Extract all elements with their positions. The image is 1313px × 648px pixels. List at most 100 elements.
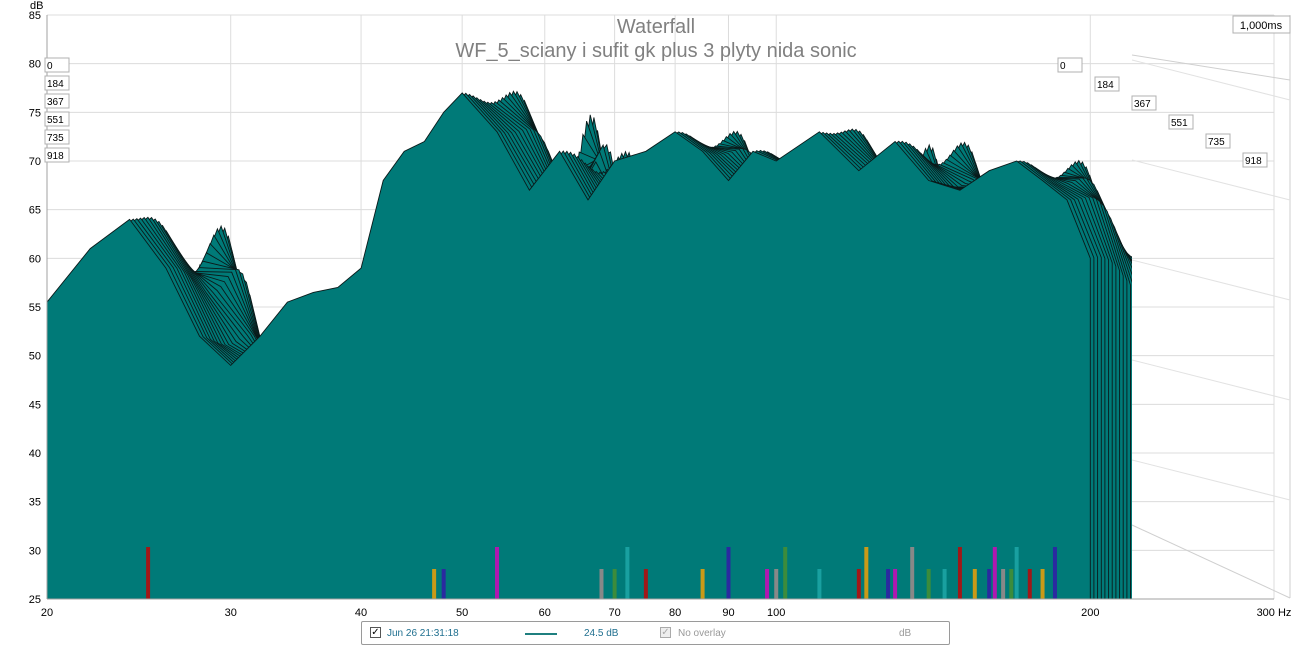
overlay-unit: dB bbox=[899, 628, 912, 639]
resonance-markers bbox=[146, 547, 1057, 599]
x-tick-label: 30 bbox=[225, 607, 237, 619]
x-tick-label: 60 bbox=[539, 607, 551, 619]
overlay-checkbox[interactable]: ✓ bbox=[660, 627, 671, 638]
time-slice-text: 918 bbox=[1245, 156, 1262, 167]
resonance-marker bbox=[1040, 569, 1045, 599]
resonance-marker bbox=[1052, 547, 1057, 599]
x-tick-label: 80 bbox=[669, 607, 681, 619]
time-slice-label-right: 918 bbox=[1242, 152, 1268, 168]
y-tick-label: 70 bbox=[29, 156, 41, 168]
resonance-marker bbox=[972, 569, 977, 599]
y-tick-label: 35 bbox=[29, 497, 41, 509]
chart-title: Waterfall bbox=[617, 16, 695, 38]
time-slice-text: 184 bbox=[1097, 80, 1114, 91]
measurement-swatch bbox=[525, 633, 557, 635]
resonance-marker bbox=[957, 547, 962, 599]
time-slice-label-right: 0 bbox=[1057, 57, 1083, 73]
resonance-marker bbox=[774, 569, 779, 599]
time-slice-label-right: 551 bbox=[1168, 114, 1194, 130]
level-value: 24.5 dB bbox=[584, 628, 619, 639]
time-window-box: 1,000ms bbox=[1232, 15, 1291, 34]
resonance-marker bbox=[886, 569, 891, 599]
time-slice-text: 367 bbox=[47, 97, 64, 108]
resonance-marker bbox=[441, 569, 446, 599]
x-tick-label: 200 bbox=[1081, 607, 1099, 619]
resonance-marker bbox=[1014, 547, 1019, 599]
resonance-marker bbox=[926, 569, 931, 599]
measurement-checkbox[interactable]: ✓ bbox=[370, 627, 381, 638]
resonance-marker bbox=[765, 569, 770, 599]
y-tick-label: 85 bbox=[29, 10, 41, 22]
time-slice-text: 735 bbox=[1208, 137, 1225, 148]
legend-bar: ✓ Jun 26 21:31:18 24.5 dB ✓ No overlay d… bbox=[361, 621, 950, 645]
y-tick-label: 25 bbox=[29, 594, 41, 606]
time-slice-label-left: 551 bbox=[44, 111, 70, 127]
resonance-marker bbox=[643, 569, 648, 599]
perspective-line bbox=[1131, 259, 1291, 301]
resonance-marker bbox=[856, 569, 861, 599]
y-tick-label: 80 bbox=[29, 59, 41, 71]
resonance-marker bbox=[1009, 569, 1014, 599]
time-slice-label-right: 735 bbox=[1205, 133, 1231, 149]
perspective-line bbox=[1131, 159, 1291, 201]
resonance-marker bbox=[1027, 569, 1032, 599]
resonance-marker bbox=[910, 547, 915, 599]
y-tick-label: 65 bbox=[29, 205, 41, 217]
time-slice-text: 184 bbox=[47, 79, 64, 90]
resonance-marker bbox=[817, 569, 822, 599]
y-tick-label: 75 bbox=[29, 107, 41, 119]
axes: 25 30 35 40 45 50 55 60 65 70 75 80 85 20 30 40 50 60 70 80… bbox=[29, 10, 1292, 619]
y-axis-label: dB bbox=[30, 0, 43, 12]
time-slice-text: 0 bbox=[1060, 61, 1066, 72]
time-slice-text: 551 bbox=[1171, 118, 1188, 129]
y-tick-label: 45 bbox=[29, 399, 41, 411]
waterfall-slice bbox=[47, 92, 1091, 599]
resonance-marker bbox=[495, 547, 500, 599]
time-slice-label-left: 735 bbox=[44, 129, 70, 145]
time-window-label: 1,000ms bbox=[1240, 20, 1283, 32]
resonance-marker bbox=[625, 547, 630, 599]
resonance-marker bbox=[599, 569, 604, 599]
resonance-marker bbox=[783, 547, 788, 599]
time-slice-text: 0 bbox=[47, 61, 53, 72]
resonance-marker bbox=[864, 547, 869, 599]
time-slice-label-left: 0 bbox=[44, 57, 70, 73]
resonance-marker bbox=[987, 569, 992, 599]
waterfall-surface bbox=[47, 90, 1132, 599]
time-slice-text: 551 bbox=[47, 115, 64, 126]
time-slice-label-left: 918 bbox=[44, 147, 70, 163]
y-tick-label: 55 bbox=[29, 302, 41, 314]
resonance-marker bbox=[700, 569, 705, 599]
y-tick-label: 40 bbox=[29, 448, 41, 460]
resonance-marker bbox=[992, 547, 997, 599]
x-tick-label: 40 bbox=[355, 607, 367, 619]
y-tick-label: 60 bbox=[29, 253, 41, 265]
time-slice-label-right: 184 bbox=[1094, 76, 1120, 92]
perspective-line bbox=[1131, 359, 1291, 401]
resonance-marker bbox=[612, 569, 617, 599]
x-tick-label: 300 Hz bbox=[1257, 607, 1292, 619]
time-slice-label-left: 367 bbox=[44, 93, 70, 109]
y-tick-label: 30 bbox=[29, 545, 41, 557]
x-tick-label: 100 bbox=[767, 607, 785, 619]
perspective-line bbox=[1131, 459, 1291, 501]
time-slice-labels: 0 0 184 184 367 367 551 551 735 735 918 918 bbox=[44, 57, 1268, 168]
resonance-marker bbox=[942, 569, 947, 599]
perspective-line bbox=[1131, 54, 1291, 81]
chart-subtitle: WF_5_sciany i sufit gk plus 3 plyty nida… bbox=[455, 40, 856, 62]
x-tick-label: 70 bbox=[608, 607, 620, 619]
x-tick-label: 20 bbox=[41, 607, 53, 619]
overlay-label: No overlay bbox=[678, 628, 726, 639]
time-slice-text: 367 bbox=[1134, 99, 1151, 110]
y-tick-label: 50 bbox=[29, 351, 41, 363]
resonance-marker bbox=[893, 569, 898, 599]
time-slice-text: 735 bbox=[47, 133, 64, 144]
perspective-line bbox=[1131, 524, 1291, 599]
measurement-label[interactable]: Jun 26 21:31:18 bbox=[387, 628, 459, 639]
time-slice-text: 918 bbox=[47, 151, 64, 162]
resonance-marker bbox=[146, 547, 151, 599]
perspective-line bbox=[1131, 59, 1291, 101]
time-slice-label-left: 184 bbox=[44, 75, 70, 91]
x-tick-label: 50 bbox=[456, 607, 468, 619]
